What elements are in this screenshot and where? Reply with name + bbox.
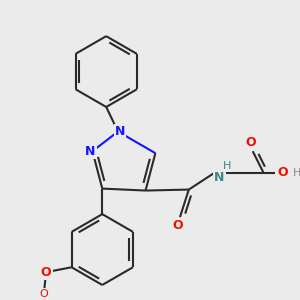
Text: O: O (40, 289, 49, 299)
Text: O: O (245, 136, 256, 149)
Text: H: H (223, 161, 231, 171)
Text: N: N (115, 125, 125, 138)
Text: N: N (214, 171, 224, 184)
Text: N: N (85, 145, 96, 158)
Text: O: O (41, 266, 51, 279)
Text: H: H (293, 168, 300, 178)
Text: O: O (173, 220, 183, 232)
Text: O: O (277, 167, 288, 179)
